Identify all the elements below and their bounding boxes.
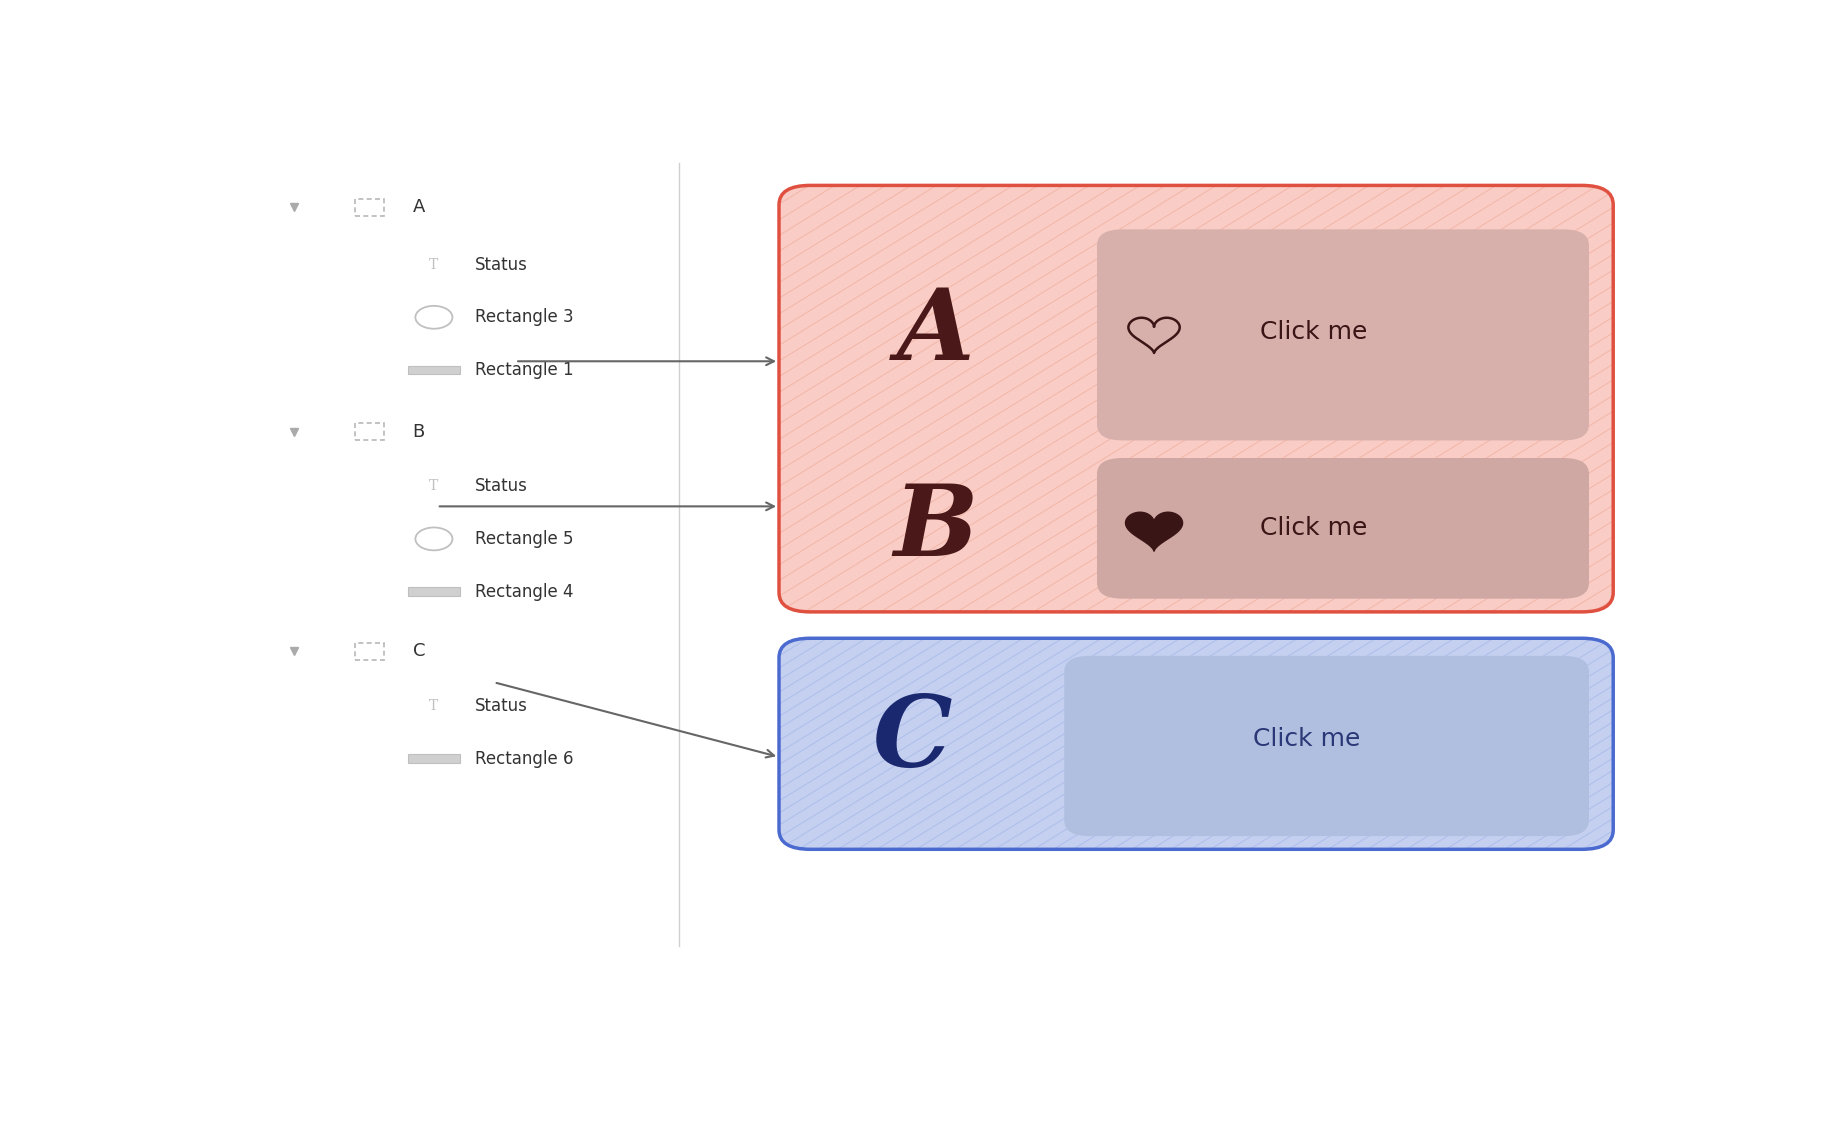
Text: A: A <box>412 199 425 216</box>
Text: Status: Status <box>474 477 528 496</box>
FancyBboxPatch shape <box>408 587 460 596</box>
FancyBboxPatch shape <box>408 755 460 763</box>
Text: Rectangle 5: Rectangle 5 <box>474 530 574 548</box>
Text: Rectangle 4: Rectangle 4 <box>474 582 574 601</box>
Text: B: B <box>894 480 978 577</box>
Polygon shape <box>1125 513 1182 552</box>
FancyBboxPatch shape <box>778 185 1613 612</box>
Text: Rectangle 3: Rectangle 3 <box>474 308 574 327</box>
Text: Rectangle 6: Rectangle 6 <box>474 750 574 767</box>
Text: Click me: Click me <box>1260 516 1366 540</box>
Text: A: A <box>897 284 975 380</box>
Text: Status: Status <box>474 697 528 715</box>
Text: Status: Status <box>474 256 528 274</box>
FancyBboxPatch shape <box>778 638 1613 850</box>
Text: T: T <box>428 480 438 493</box>
Text: Click me: Click me <box>1252 727 1359 751</box>
Text: T: T <box>428 258 438 272</box>
FancyBboxPatch shape <box>1063 656 1589 836</box>
Text: C: C <box>872 691 951 788</box>
Text: T: T <box>428 699 438 713</box>
FancyBboxPatch shape <box>1096 458 1589 598</box>
Text: Click me: Click me <box>1260 320 1366 344</box>
FancyBboxPatch shape <box>1096 230 1589 441</box>
FancyBboxPatch shape <box>408 365 460 375</box>
Text: Rectangle 1: Rectangle 1 <box>474 361 574 379</box>
Text: C: C <box>412 643 425 660</box>
Text: B: B <box>412 423 425 441</box>
